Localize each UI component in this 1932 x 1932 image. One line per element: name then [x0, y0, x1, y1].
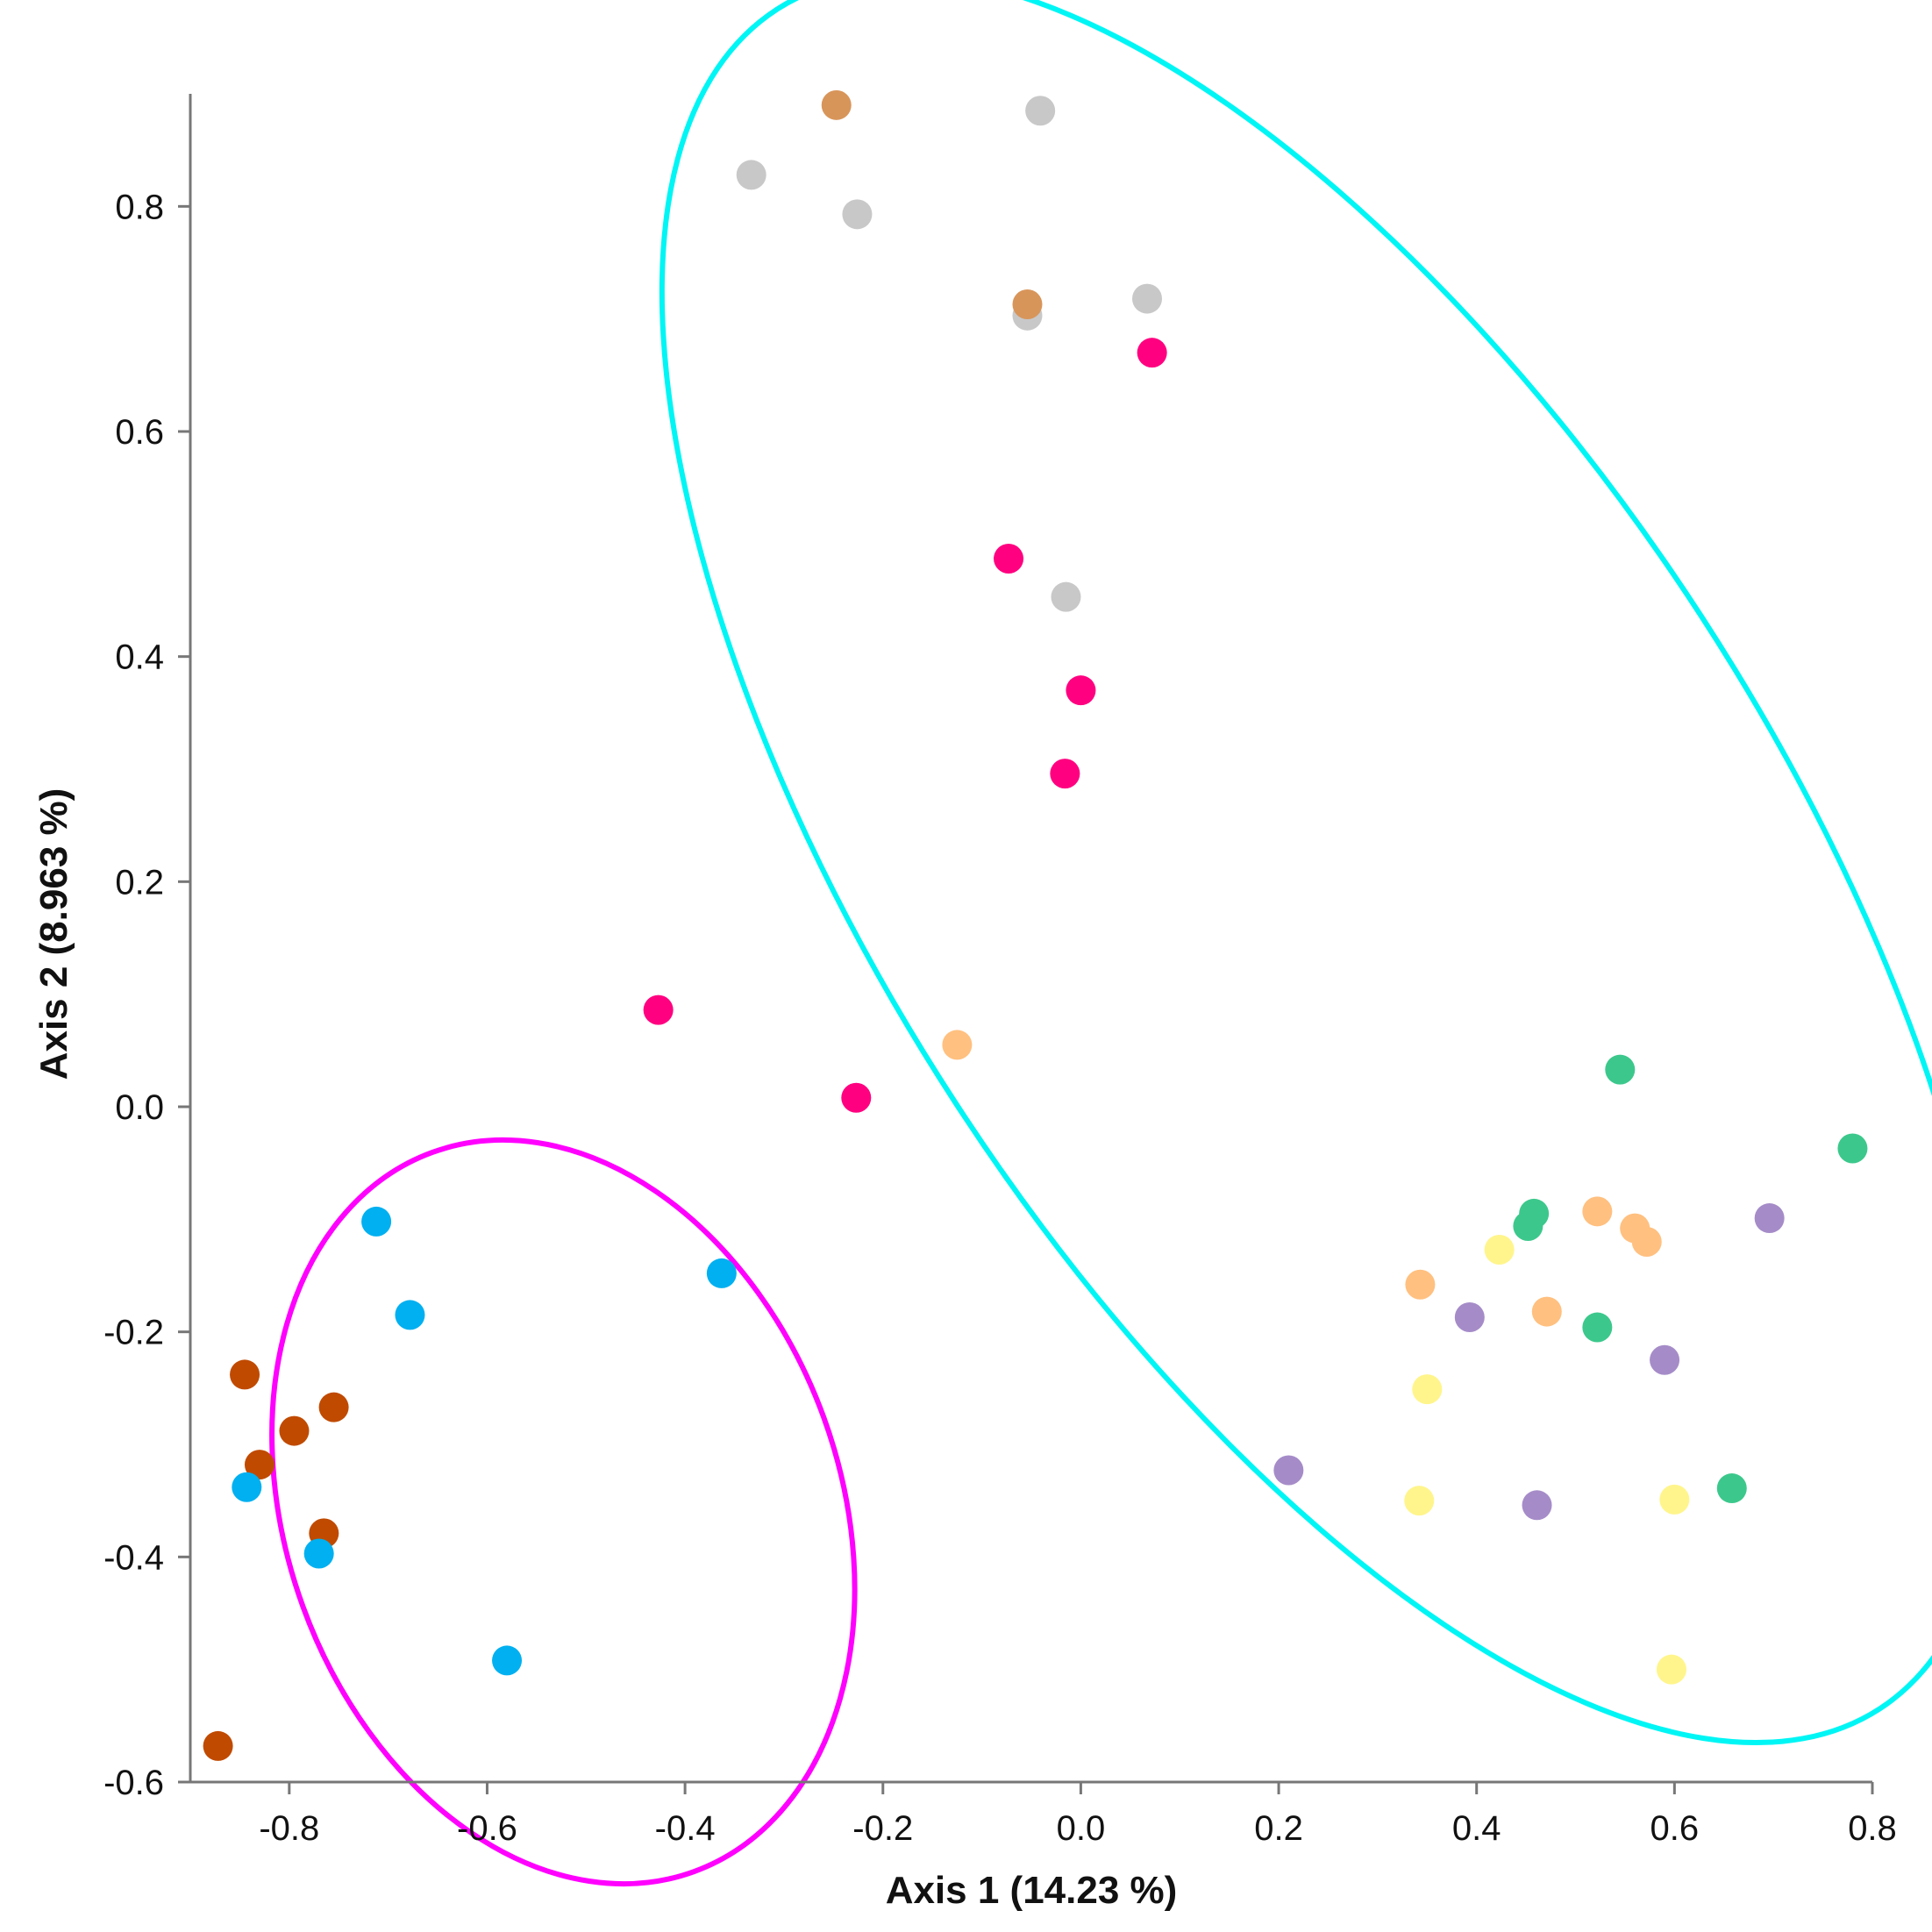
x-tick-label: -0.6 — [457, 1809, 517, 1848]
data-point-blue — [361, 1206, 392, 1237]
x-tick-label: 0.2 — [1254, 1809, 1303, 1848]
data-points — [203, 89, 1868, 1761]
data-point-brown — [203, 1730, 233, 1761]
data-point-brown — [244, 1450, 274, 1480]
data-point-green — [1837, 1133, 1868, 1164]
data-point-grey — [736, 160, 766, 190]
data-point-purple — [1522, 1490, 1552, 1521]
data-point-blue — [706, 1258, 737, 1288]
data-point-yellow — [1484, 1234, 1515, 1265]
data-point-blue — [395, 1300, 425, 1330]
cluster-ellipses — [269, 0, 1932, 1887]
data-point-brown — [230, 1359, 260, 1390]
ellipse-cluster-right — [659, 0, 1932, 1746]
data-point-light-orange — [1531, 1296, 1562, 1327]
x-tick-label: 0.4 — [1452, 1809, 1501, 1848]
data-point-light-orange — [1631, 1227, 1662, 1257]
data-point-purple — [1273, 1455, 1304, 1486]
data-point-magenta — [994, 544, 1024, 574]
data-point-purple — [1454, 1301, 1485, 1332]
x-tick-label: -0.2 — [852, 1809, 913, 1848]
y-tick-label: 0.4 — [115, 638, 164, 677]
x-axis-title: Axis 1 (14.23 %) — [886, 1869, 1178, 1912]
data-point-blue — [232, 1472, 262, 1502]
y-tick-label: 0.8 — [115, 188, 164, 226]
data-point-magenta — [643, 995, 674, 1025]
x-tick-label: 0.0 — [1057, 1809, 1106, 1848]
data-point-brown — [318, 1392, 349, 1422]
data-point-yellow — [1656, 1654, 1686, 1685]
data-point-blue — [303, 1538, 334, 1569]
data-point-light-orange — [942, 1030, 973, 1060]
data-point-yellow — [1659, 1484, 1690, 1515]
x-tick-label: 0.6 — [1650, 1809, 1700, 1848]
x-tick-label: -0.4 — [655, 1809, 716, 1848]
data-point-light-orange — [1582, 1196, 1613, 1227]
x-tick-label: 0.8 — [1848, 1809, 1897, 1848]
data-point-green — [1513, 1211, 1543, 1242]
data-point-magenta — [1050, 759, 1080, 789]
y-tick-label: -0.6 — [103, 1764, 164, 1802]
y-tick-label: 0.2 — [115, 863, 164, 902]
data-point-tan — [821, 89, 852, 120]
axes — [189, 94, 1872, 1784]
data-point-green — [1605, 1054, 1636, 1085]
data-point-grey — [1025, 96, 1056, 126]
data-point-grey — [1051, 581, 1081, 612]
x-tick-label: -0.8 — [259, 1809, 319, 1848]
y-tick-label: 0.0 — [115, 1088, 164, 1127]
y-tick-label: 0.6 — [115, 413, 164, 452]
data-point-grey — [842, 199, 873, 230]
data-point-yellow — [1412, 1374, 1443, 1405]
y-axis-title: Axis 2 (8.963 %) — [32, 788, 75, 1080]
ellipse-cluster-left — [269, 1137, 858, 1887]
ticks: -0.8 -0.6 -0.4 -0.2 0.0 0.2 0.4 0.6 0.8 -0.6 -0.4 -… — [103, 188, 1897, 1848]
data-point-green — [1716, 1473, 1747, 1504]
data-point-brown — [279, 1415, 310, 1446]
data-point-green — [1582, 1312, 1613, 1343]
y-tick-label: -0.2 — [103, 1314, 164, 1352]
data-point-tan — [1012, 289, 1043, 319]
data-point-grey — [1132, 283, 1163, 314]
data-point-yellow — [1404, 1486, 1435, 1516]
data-point-blue — [492, 1645, 523, 1676]
data-point-purple — [1650, 1344, 1680, 1375]
y-tick-label: -0.4 — [103, 1538, 164, 1577]
data-point-light-orange — [1405, 1269, 1436, 1300]
data-point-magenta — [1066, 675, 1096, 706]
data-point-purple — [1754, 1203, 1785, 1234]
data-point-magenta — [1137, 338, 1167, 368]
data-point-magenta — [841, 1082, 872, 1113]
